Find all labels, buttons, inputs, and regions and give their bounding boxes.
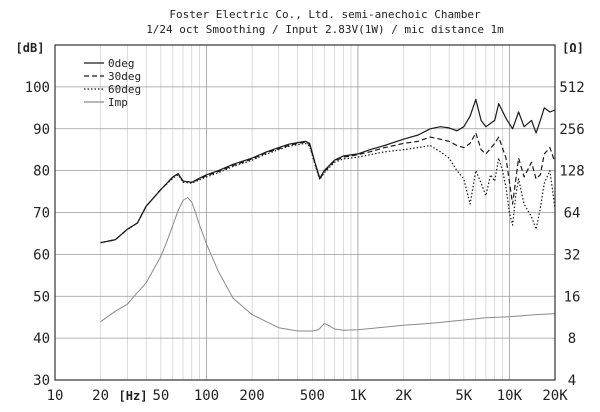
y-tick-label-left: 50 — [33, 289, 50, 305]
x-tick-labels: 10 20 50 100 200 500 1K 2K 5K 10K 20K — [47, 388, 569, 404]
series-line-30deg — [100, 132, 556, 244]
x-tick-label: 10 — [47, 388, 64, 404]
y-tick-label-left: 30 — [33, 373, 50, 389]
y-tick-label-left: 40 — [33, 331, 50, 347]
y-tick-label-right: 128 — [559, 164, 584, 180]
x-tick-label: 20K — [542, 388, 568, 404]
series-line-60deg — [100, 142, 556, 244]
legend-label-60deg: 60deg — [108, 83, 141, 96]
series-layer — [100, 98, 556, 332]
y-tick-label-left: 80 — [33, 164, 50, 180]
x-tick-label: 2K — [395, 388, 412, 404]
y-tick-label-left: 60 — [33, 247, 50, 263]
y-tick-label-left: 100 — [25, 80, 50, 96]
y-tick-label-right: 32 — [564, 247, 581, 263]
legend-label-0deg: 0deg — [108, 57, 135, 70]
series-line-0deg — [100, 98, 556, 244]
legend-label-30deg: 30deg — [108, 70, 141, 83]
y-tick-label-right: 512 — [559, 80, 584, 96]
x-tick-label: 10K — [497, 388, 523, 404]
y-axis-right-label: [Ω] — [562, 41, 584, 55]
x-tick-label: 1K — [350, 388, 367, 404]
y-tick-label-left: 70 — [33, 206, 50, 222]
y-tick-label-right: 64 — [564, 206, 581, 222]
x-tick-label: 500 — [300, 388, 325, 404]
legend-label-imp: Imp — [108, 96, 128, 109]
x-tick-label: 50 — [152, 388, 169, 404]
chart-title-line-2: 1/24 oct Smoothing / Input 2.83V(1W) / m… — [146, 23, 504, 36]
x-axis-label: [Hz] — [119, 389, 148, 403]
y-tick-label-right: 16 — [564, 289, 581, 305]
y-tick-label-left: 90 — [33, 122, 50, 138]
plot-frame — [54, 44, 556, 381]
y-tick-labels-right: 4 8 16 32 64 128 256 512 — [559, 80, 584, 389]
x-tick-label: 5K — [455, 388, 472, 404]
y-tick-label-right: 8 — [568, 331, 576, 347]
y-tick-label-right: 4 — [568, 373, 576, 389]
y-axis-left-label: [dB] — [16, 41, 45, 55]
x-tick-label: 200 — [239, 388, 264, 404]
y-tick-labels-left: 30 40 50 60 70 80 90 100 — [25, 80, 50, 389]
x-tick-label: 100 — [194, 388, 219, 404]
series-line-imp — [100, 197, 556, 332]
y-tick-label-right: 256 — [559, 122, 584, 138]
x-tick-label: 20 — [92, 388, 109, 404]
chart-title-line-1: Foster Electric Co., Ltd. semi-anechoic … — [169, 8, 481, 21]
